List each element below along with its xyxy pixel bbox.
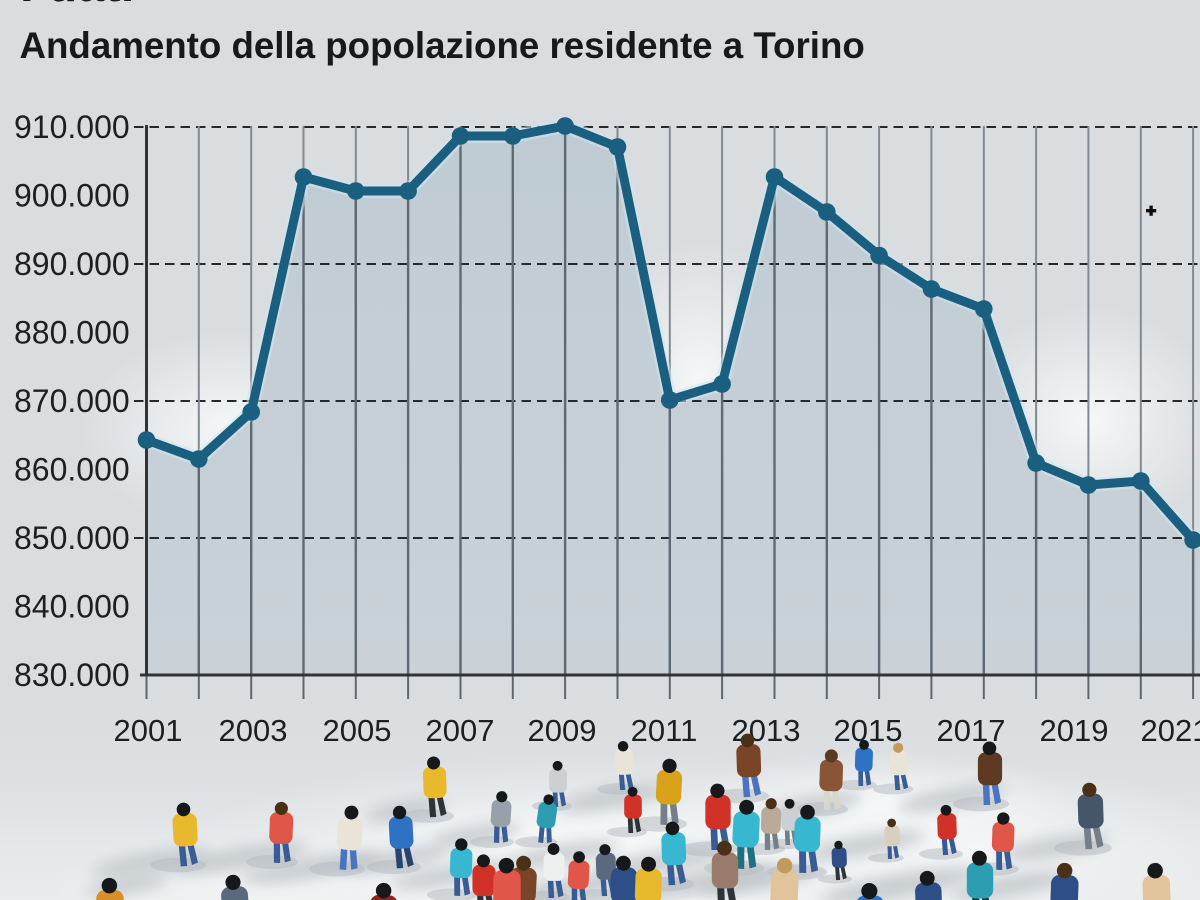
svg-text:2009: 2009 <box>528 713 597 748</box>
svg-text:2007: 2007 <box>426 713 495 748</box>
svg-text:910.000: 910.000 <box>14 109 130 145</box>
svg-text:I dati: I dati <box>20 0 134 12</box>
svg-text:Andamento della popolazione re: Andamento della popolazione residente a … <box>20 25 865 66</box>
svg-text:900.000: 900.000 <box>14 178 130 214</box>
svg-text:2005: 2005 <box>323 713 392 748</box>
svg-text:880.000: 880.000 <box>14 315 130 351</box>
svg-text:890.000: 890.000 <box>14 246 130 282</box>
svg-text:2003: 2003 <box>219 713 288 748</box>
svg-text:860.000: 860.000 <box>14 452 130 488</box>
svg-text:870.000: 870.000 <box>14 383 130 419</box>
svg-text:850.000: 850.000 <box>14 520 130 556</box>
svg-text:2017: 2017 <box>937 713 1006 748</box>
svg-text:2021: 2021 <box>1141 713 1200 748</box>
svg-text:840.000: 840.000 <box>14 589 130 625</box>
svg-text:830.000: 830.000 <box>14 657 130 693</box>
svg-text:2011: 2011 <box>631 713 698 748</box>
svg-text:2019: 2019 <box>1040 713 1109 748</box>
svg-text:2001: 2001 <box>114 713 183 748</box>
